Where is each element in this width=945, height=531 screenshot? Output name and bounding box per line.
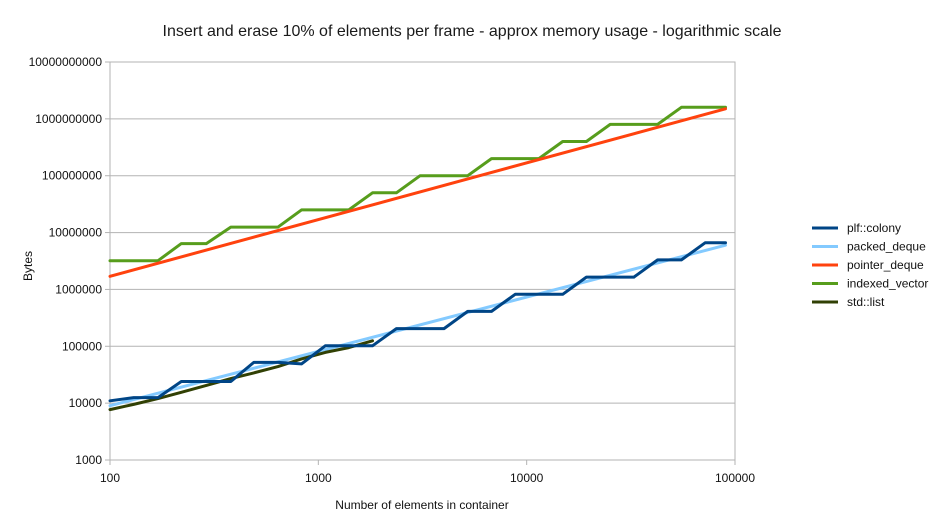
gridlines <box>110 61 735 461</box>
y-tick-label: 1000000 <box>55 282 102 296</box>
series-line-packed-deque <box>108 243 727 408</box>
legend-label-plf-colony: plf::colony <box>847 221 901 235</box>
legend-label-pointer-deque: pointer_deque <box>847 258 924 272</box>
x-tick-label: 100000 <box>715 471 755 485</box>
legend-label-std-list: std::list <box>847 295 885 309</box>
series-line-std-list <box>108 339 374 412</box>
series-lines <box>108 105 727 412</box>
y-tick-label: 10000 <box>69 396 103 410</box>
y-tick-label: 100000 <box>62 339 102 353</box>
y-tick-label: 1000000000 <box>35 112 102 126</box>
y-axis-ticks: 1000 10000 100000 1000000 10000000 100000000 1… <box>29 55 110 467</box>
y-axis-label: Bytes <box>21 251 35 281</box>
chart-title: Insert and erase 10% of elements per fra… <box>163 23 782 40</box>
x-tick-label: 1000 <box>305 471 332 485</box>
plot-area <box>109 61 736 461</box>
legend: plf::colonypacked_dequepointer_dequeinde… <box>812 221 928 309</box>
legend-label-indexed-vector: indexed_vector <box>847 277 928 291</box>
x-tick-label: 10000 <box>510 471 544 485</box>
x-axis-label: Number of elements in container <box>335 498 508 512</box>
y-tick-label: 100000000 <box>42 169 102 183</box>
y-tick-label: 10000000 <box>49 226 103 240</box>
y-tick-label: 10000000000 <box>29 55 103 69</box>
x-tick-label: 100 <box>100 471 120 485</box>
x-axis-ticks: 100 1000 10000 100000 <box>100 460 755 485</box>
legend-label-packed-deque: packed_deque <box>847 240 926 254</box>
series-line-pointer-deque <box>108 107 727 278</box>
series-line-plf-colony <box>108 241 727 403</box>
y-tick-label: 1000 <box>75 453 102 467</box>
series-line-indexed-vector <box>108 105 727 263</box>
